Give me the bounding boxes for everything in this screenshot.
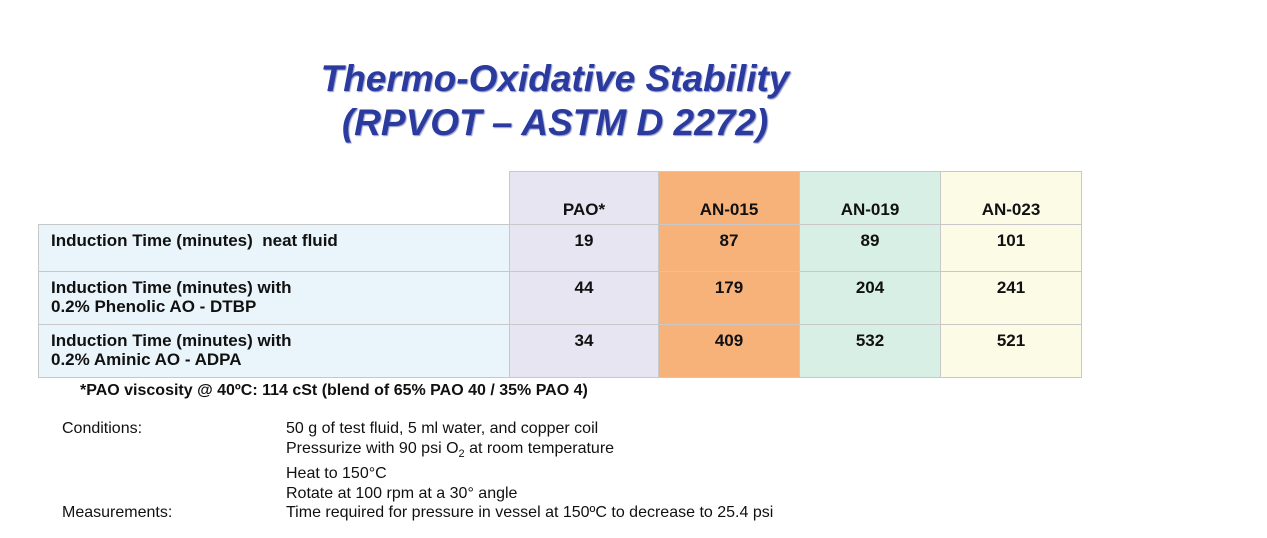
test-conditions-block: Conditions: 50 g of test fluid, 5 ml wat… — [62, 419, 773, 523]
condition-text: Pressurize with 90 psi O — [286, 439, 459, 457]
cell-pao: 34 — [509, 324, 659, 378]
slide-title: Thermo-Oxidative Stability — [320, 58, 790, 99]
conditions-label: Conditions: — [62, 420, 143, 437]
row-label-line: Induction Time (minutes) with — [51, 278, 292, 297]
conditions-section: Conditions: 50 g of test fluid, 5 ml wat… — [62, 419, 773, 503]
condition-line: Rotate at 100 rpm at a 30° angle — [286, 484, 518, 502]
row-label-line: Induction Time (minutes) neat fluid — [51, 231, 338, 250]
cell-an-015: 409 — [658, 324, 800, 378]
measurement-line: Time required for pressure in vessel at … — [286, 504, 774, 522]
conditions-lines: 50 g of test fluid, 5 ml water, and copp… — [286, 419, 614, 503]
cell-an-015: 179 — [658, 271, 800, 325]
condition-text: at room temperature — [464, 439, 615, 457]
oxygen-subscript: 2 — [458, 447, 465, 460]
cell-an-023: 241 — [940, 271, 1082, 325]
condition-line: Heat to 150°C — [286, 465, 387, 483]
pao-viscosity-footnote: *PAO viscosity @ 40ºC: 114 cSt (blend of… — [80, 382, 588, 399]
cell-an-019: 89 — [799, 224, 941, 272]
table-row: Induction Time (minutes) neat fluid 19 8… — [38, 224, 1082, 272]
slide-subtitle: (RPVOT – ASTM D 2272) — [341, 102, 769, 143]
cell-an-019: 532 — [799, 324, 941, 378]
row-label-aminic: Induction Time (minutes) with 0.2% Amini… — [38, 324, 510, 378]
cell-an-019: 204 — [799, 271, 941, 325]
table-header-row: PAO* AN-015 AN-019 AN-023 — [38, 171, 1082, 225]
results-table: PAO* AN-015 AN-019 AN-023 Induction Time… — [38, 171, 1082, 378]
cell-an-015: 87 — [658, 224, 800, 272]
cell-an-023: 521 — [940, 324, 1082, 378]
measurements-label: Measurements: — [62, 504, 173, 522]
row-label-line: 0.2% Phenolic AO - DTBP — [51, 297, 257, 316]
row-label-phenolic: Induction Time (minutes) with 0.2% Pheno… — [38, 271, 510, 325]
measurements-section: Measurements: Time required for pressure… — [62, 503, 773, 523]
cell-pao: 19 — [509, 224, 659, 272]
header-blank-cell — [38, 171, 510, 225]
column-header-pao: PAO* — [509, 171, 659, 225]
row-label-neat-fluid: Induction Time (minutes) neat fluid — [38, 224, 510, 272]
row-label-line: Induction Time (minutes) with — [51, 331, 292, 350]
row-label-line: 0.2% Aminic AO - ADPA — [51, 350, 242, 369]
table-row: Induction Time (minutes) with 0.2% Pheno… — [38, 271, 1082, 325]
cell-pao: 44 — [509, 271, 659, 325]
column-header-an-015: AN-015 — [658, 171, 800, 225]
cell-an-023: 101 — [940, 224, 1082, 272]
table-row: Induction Time (minutes) with 0.2% Amini… — [38, 324, 1082, 378]
condition-line: Pressurize with 90 psi O2 at room temper… — [286, 439, 614, 465]
condition-line: 50 g of test fluid, 5 ml water, and copp… — [286, 420, 599, 437]
column-header-an-023: AN-023 — [940, 171, 1082, 225]
measurements-lines: Time required for pressure in vessel at … — [286, 503, 773, 523]
column-header-an-019: AN-019 — [799, 171, 941, 225]
